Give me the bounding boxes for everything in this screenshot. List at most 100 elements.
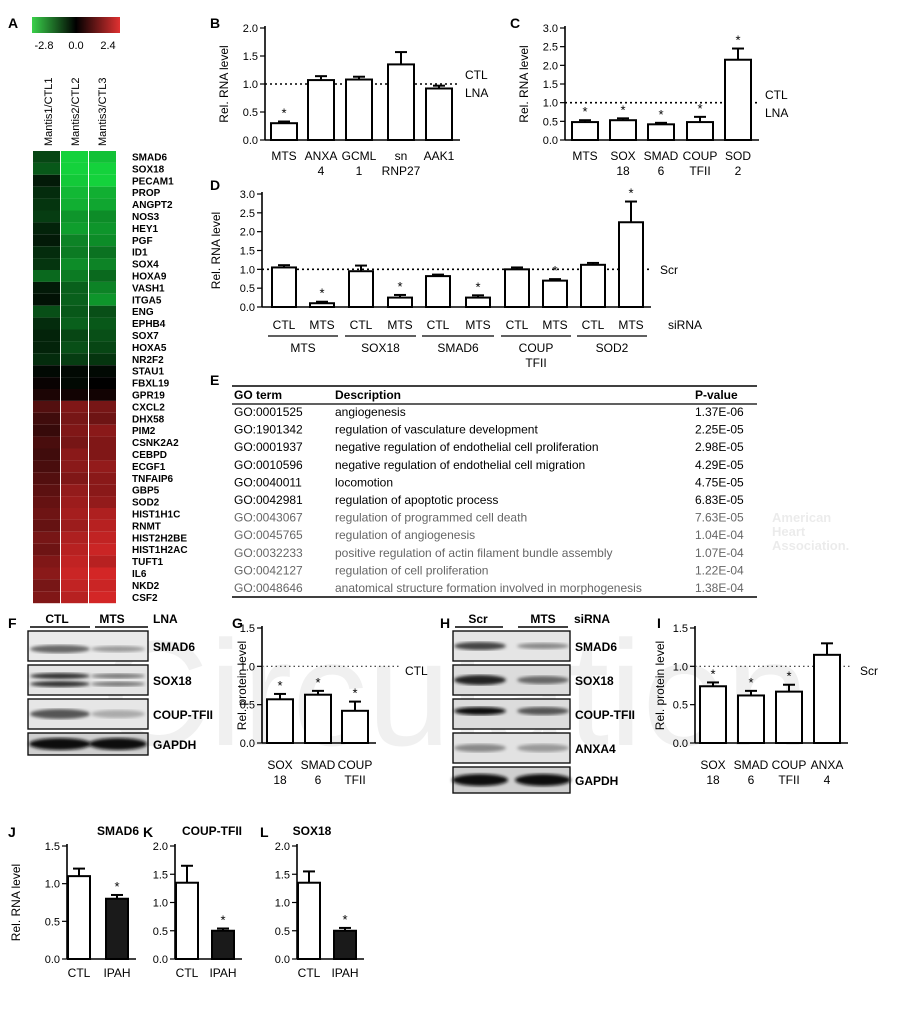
heatmap-gene-label: SOX18 [132, 164, 165, 175]
y-tick-label: 1.0 [240, 661, 255, 673]
bar [297, 881, 321, 960]
heatmap-column-1: Mantis1/CTL1 [43, 78, 55, 146]
blot-band [91, 710, 145, 718]
heatmap-gene-label: SOD2 [132, 498, 160, 509]
bar [724, 58, 752, 142]
x-category-label: 4 [318, 164, 325, 178]
heatmap-gene-label: ENG [132, 307, 154, 318]
heatmap-gene-label: PIM2 [132, 426, 156, 437]
x-category-label: 2 [735, 164, 742, 178]
bar [270, 122, 298, 141]
heatmap-gene-label: IL6 [132, 569, 147, 580]
panel-letter-d: D [210, 177, 220, 193]
heatmap-cell [61, 400, 88, 413]
go-pvalue-cell: 7.63E-05 [695, 511, 744, 525]
y-tick-label: 1.0 [673, 661, 688, 673]
bar [307, 79, 335, 141]
significance-asterisk: * [475, 279, 480, 294]
significance-asterisk: * [220, 912, 225, 927]
heatmap-cell [33, 162, 60, 175]
heatmap-gene-label: HEY1 [132, 224, 159, 235]
blot-band [30, 709, 90, 719]
panel-h-western-blot: H Scr MTS siRNA SMAD6 SOX18 COUP-TFII ANXA4… [440, 612, 635, 794]
x-category-label: COUP [772, 758, 807, 772]
blot-h-lane-sirna: siRNA [574, 612, 610, 626]
bar [304, 693, 332, 745]
panel-letter-b: B [210, 15, 220, 31]
heatmap-cell [89, 377, 116, 389]
x-category-label: CTL [298, 966, 321, 980]
heatmap-cell [89, 186, 116, 199]
blot-band-label: SOX18 [575, 674, 614, 688]
heatmap-cell [33, 341, 60, 354]
y-tick-label: 1.0 [153, 898, 168, 910]
heatmap-cell [89, 198, 116, 211]
heatmap-cell [33, 353, 60, 366]
significance-asterisk: * [710, 666, 715, 681]
heatmap-gene-label: VASH1 [132, 283, 165, 294]
panel-a-heatmap: A -2.8 0.0 2.4 Mantis1/CTL1 Mantis2/CTL2… [8, 15, 188, 604]
x-category-label: TFII [344, 773, 365, 787]
heatmap-gene-label: RNMT [132, 521, 161, 532]
heatmap-gene-label: NR2F2 [132, 355, 164, 366]
heatmap-gene-label: HIST1H2AC [132, 545, 188, 556]
heatmap-cell [33, 270, 60, 282]
x-category-label: MTS [387, 318, 412, 332]
heatmap-cell [61, 460, 88, 473]
y-tick-label: 0.0 [240, 302, 255, 314]
heatmap-gene-label: PECAM1 [132, 176, 174, 187]
heatmap-column-2: Mantis2/CTL2 [70, 78, 82, 146]
heatmap-cell [89, 353, 116, 366]
bar [271, 266, 297, 309]
heatmap-cell [33, 543, 60, 556]
bar [387, 296, 413, 309]
x-category-label: IPAH [331, 966, 358, 980]
panel-letter-l: L [260, 824, 269, 840]
y-tick-label: 1.5 [673, 623, 688, 635]
heatmap-cell [89, 496, 116, 508]
heatmap-cell [33, 460, 60, 473]
heatmap-cell [61, 424, 88, 437]
panel-letter-i: I [657, 615, 661, 631]
heatmap-cell [61, 496, 88, 508]
x-category-label: MTS [271, 149, 296, 163]
heatmap-cell [61, 270, 88, 282]
reference-label: Scr [860, 664, 878, 678]
blot-band [89, 738, 147, 750]
y-tick-label: 0.0 [240, 738, 255, 750]
panel-g-bar-chart: G 0.0 0.5 1.0 1.5 Rel. protein level CTL * SOX1… [232, 615, 428, 787]
bar [211, 929, 235, 960]
heatmap-column-3: Mantis3/CTL3 [97, 78, 109, 146]
heatmap-cell [89, 281, 116, 294]
chart-title: SOX18 [293, 824, 332, 838]
scale-tick-min: -2.8 [35, 40, 54, 52]
panel-d-bar-chart: D 0.0 0.5 1.0 1.5 2.0 2.5 3.0 Rel. RNA level Scr… [209, 177, 702, 370]
group-label: SOD2 [596, 341, 629, 355]
panel-letter-k: K [143, 824, 153, 840]
blot-band [30, 681, 90, 687]
x-category-label: MTS [465, 318, 490, 332]
x-category-label: 18 [706, 773, 720, 787]
y-tick-label: 1.0 [275, 898, 290, 910]
bar [775, 690, 803, 745]
heatmap-cell [61, 353, 88, 366]
go-pvalue-cell: 1.22E-04 [695, 563, 744, 577]
go-term-cell: GO:0010596 [234, 458, 303, 472]
x-category-label: CTL [506, 318, 529, 332]
blot-f-lane-ctl: CTL [45, 612, 68, 626]
panel-c-bar-chart: C 0.0 0.5 1.0 1.5 2.0 2.5 3.0 Rel. RNA level CTL… [510, 15, 788, 178]
heatmap-cell [61, 579, 88, 592]
bar [504, 268, 530, 309]
bar [465, 296, 491, 309]
heatmap-gene-label: PROP [132, 188, 161, 199]
go-description-cell: angiogenesis [335, 405, 406, 419]
heatmap-cell [33, 472, 60, 485]
go-description-cell: regulation of vasculature development [335, 423, 538, 437]
chart-title: SMAD6 [97, 824, 139, 838]
x-category-label: RNP27 [382, 164, 421, 178]
significance-asterisk: * [552, 263, 557, 278]
y-tick-label: 0.5 [45, 916, 60, 928]
blot-band [30, 645, 90, 653]
x-category-label: IPAH [103, 966, 130, 980]
